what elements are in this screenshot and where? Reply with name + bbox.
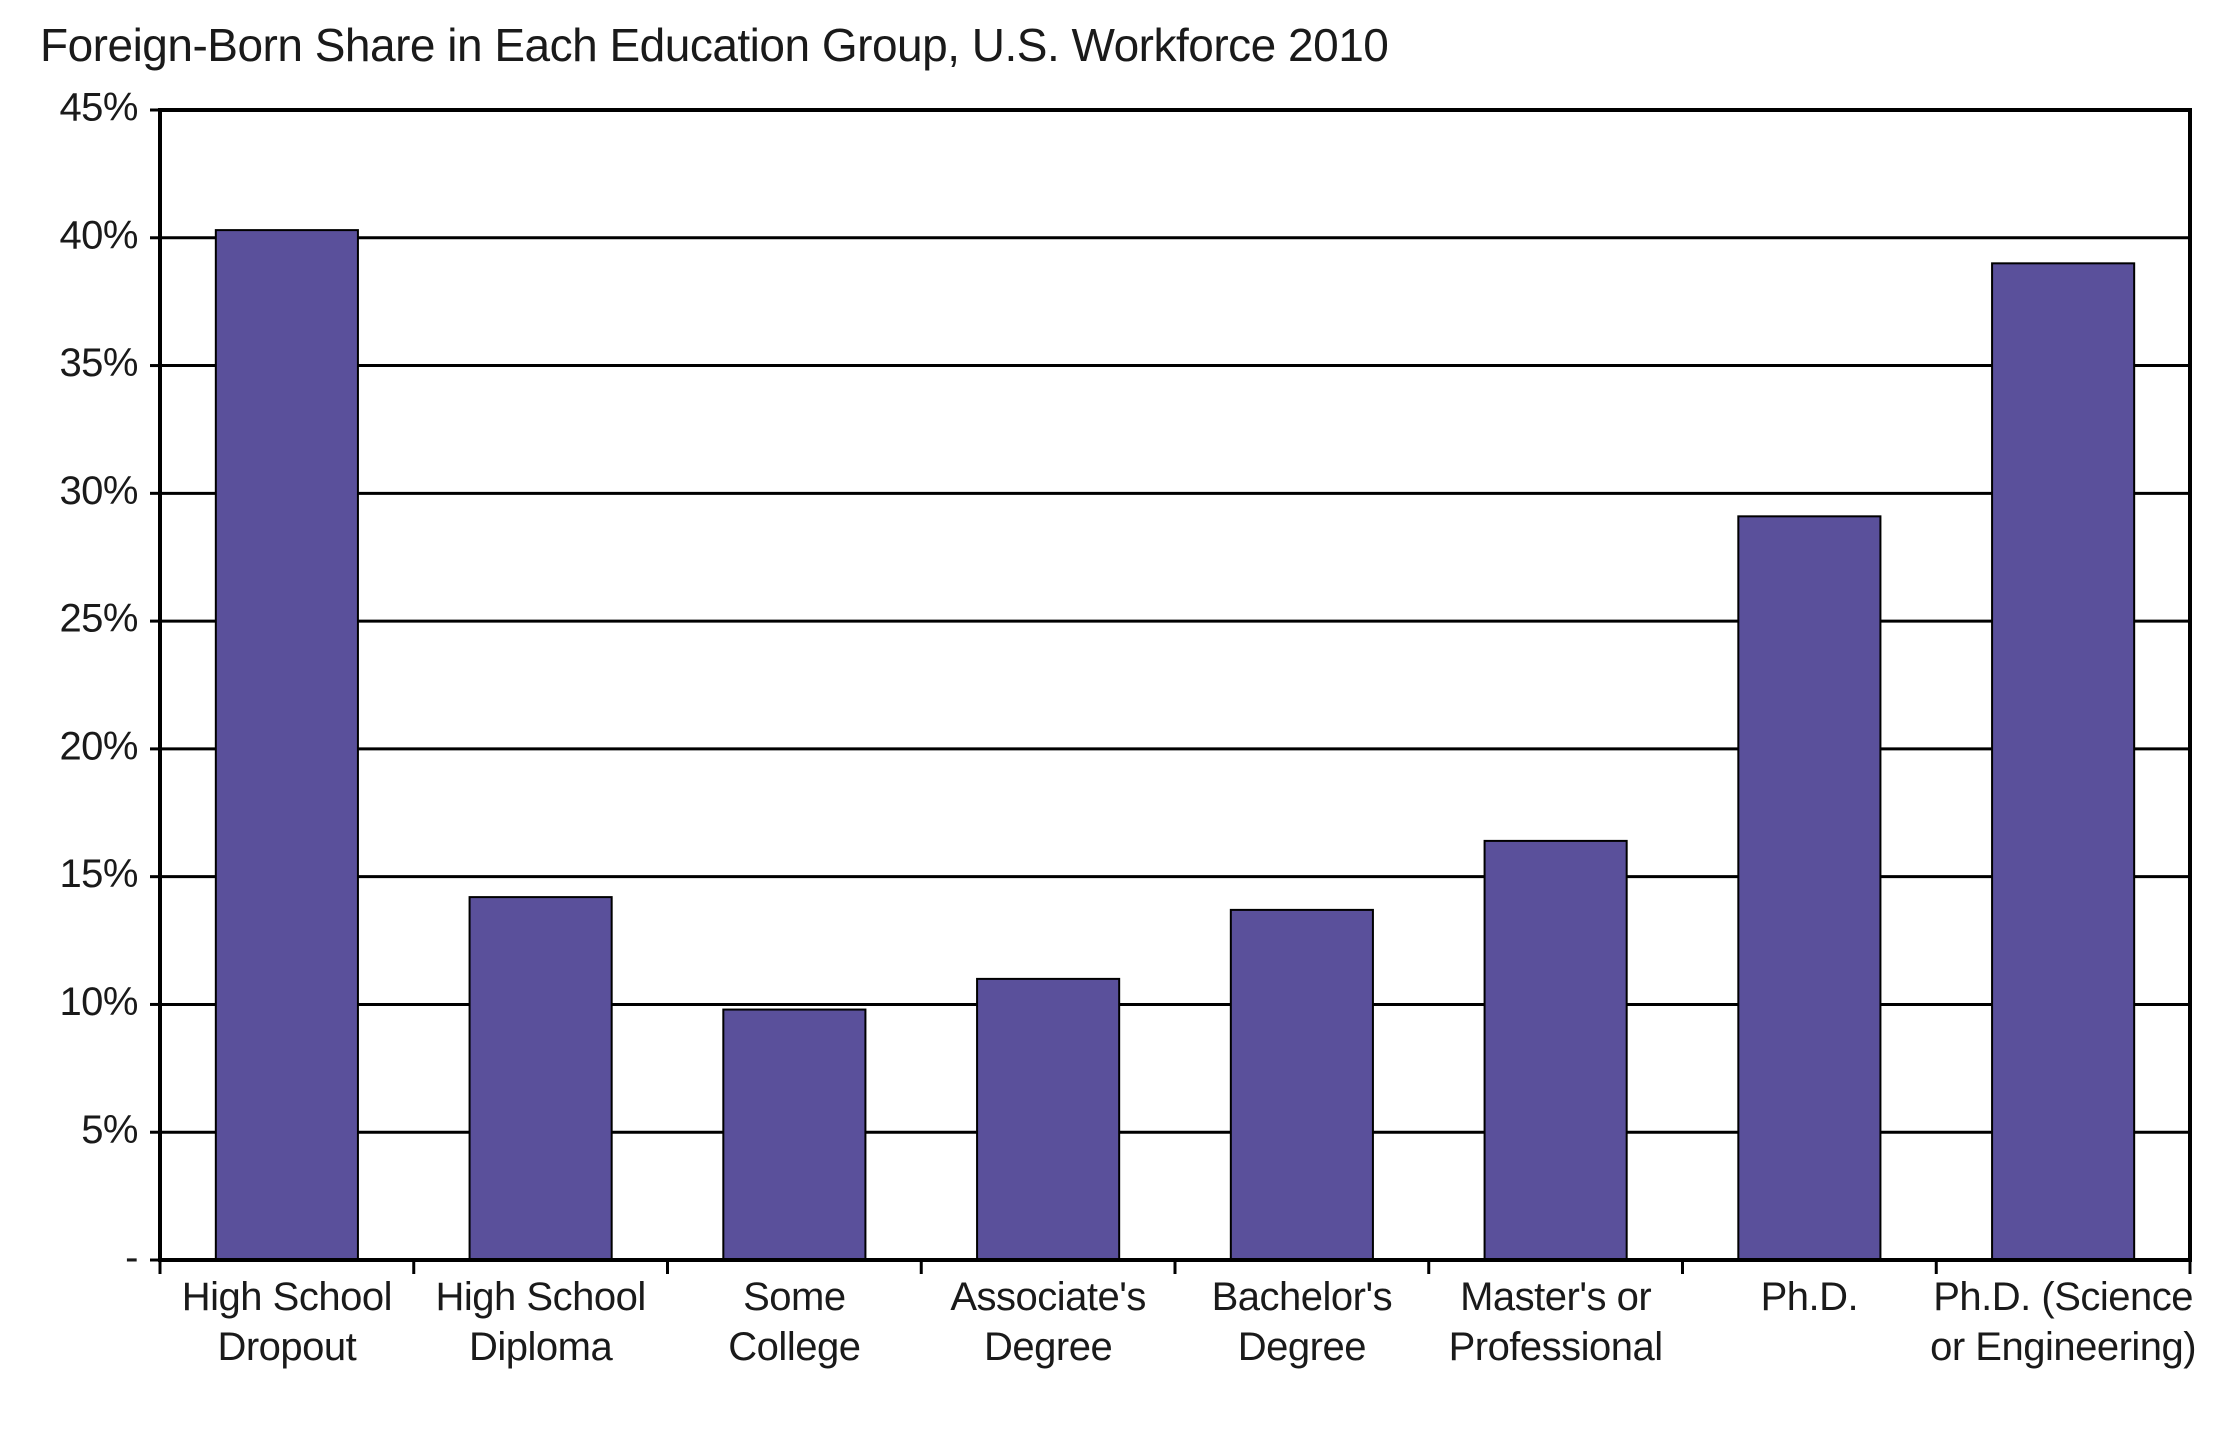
y-axis-tick-label: 15% <box>59 852 138 896</box>
x-axis-tick-label: Bachelor's <box>1212 1275 1393 1319</box>
x-axis-tick-label: Degree <box>984 1325 1112 1369</box>
bar-chart: - 5% 10% 15% 20% 25% 30% 35% 40% 45% High School Dr… <box>40 90 2200 1410</box>
y-axis-tick-label: 30% <box>59 469 138 513</box>
bar <box>1231 910 1373 1260</box>
x-axis-tick-label: Dropout <box>217 1325 356 1369</box>
y-axis-tick-label: - <box>125 1236 138 1280</box>
y-axis-tick-label: 5% <box>81 1108 138 1152</box>
x-axis-tick-label: Ph.D. <box>1761 1275 1859 1319</box>
y-axis-tick-label: 35% <box>59 341 138 385</box>
y-axis-tick-label: 25% <box>59 597 138 641</box>
x-axis-tick-label: Ph.D. (Science <box>1933 1275 2193 1319</box>
x-axis-tick-label: Some <box>743 1275 846 1319</box>
x-axis-tick-label: Professional <box>1449 1325 1663 1369</box>
bar <box>1992 263 2134 1260</box>
x-axis-tick-label: Associate's <box>950 1275 1146 1319</box>
x-axis-tick-label: High School <box>182 1275 392 1319</box>
x-axis-tick-label: Diploma <box>469 1325 613 1369</box>
bar <box>216 230 358 1260</box>
x-axis-tick-label: or Engineering) <box>1930 1325 2196 1369</box>
y-axis-tick-label: 20% <box>59 724 138 768</box>
y-axis-tick-label: 45% <box>59 90 138 130</box>
y-axis-tick-label: 40% <box>59 213 138 257</box>
bar <box>1485 841 1627 1260</box>
x-axis-tick-label: Degree <box>1238 1325 1366 1369</box>
y-axis-tick-label: 10% <box>59 980 138 1024</box>
x-axis-tick-label: High School <box>436 1275 646 1319</box>
chart-title: Foreign-Born Share in Each Education Gro… <box>40 18 1388 72</box>
page: Foreign-Born Share in Each Education Gro… <box>0 0 2240 1435</box>
bar <box>977 979 1119 1260</box>
bar <box>723 1010 865 1260</box>
x-axis-tick-label: College <box>728 1325 860 1369</box>
chart-container: - 5% 10% 15% 20% 25% 30% 35% 40% 45% High School Dr… <box>40 90 2200 1410</box>
bar <box>470 897 612 1260</box>
bar <box>1738 516 1880 1260</box>
x-axis-tick-label: Master's or <box>1460 1275 1651 1319</box>
